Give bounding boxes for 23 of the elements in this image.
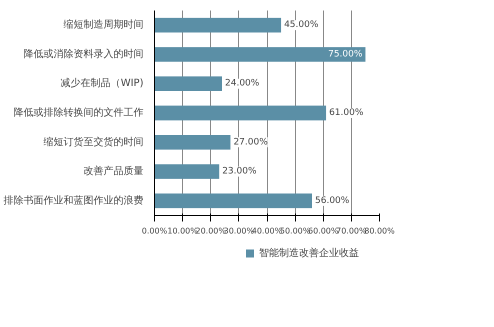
bar [154,164,220,179]
data-label: 61.00% [329,108,364,118]
bar [154,18,282,32]
bar [154,194,312,208]
bar [154,76,222,92]
y-tick-label: 降低或排除转换间的文件工作 [14,106,144,118]
data-label: 75.00% [328,49,363,60]
data-label: 24.00% [225,78,260,89]
data-label: 23.00% [222,166,257,177]
y-tick-label: 降低或消除资料录入的时间 [24,48,144,60]
bar [154,134,230,150]
legend-label: 智能制造改善企业收益 [259,246,359,260]
bar [154,106,326,120]
data-label: 56.00% [315,196,350,206]
y-tick-label: 减少在制品（WIP) [60,77,144,90]
data-label: 27.00% [233,137,268,148]
data-label: 45.00% [284,20,319,30]
y-tick-label: 缩短订货至交货的时间 [44,136,144,148]
bar [154,47,366,62]
x-tick-label: 0.00% [142,226,168,236]
y-tick-label: 缩短制造周期时间 [64,18,144,31]
y-tick-label: 改善产品质量 [84,165,144,178]
y-tick-label: 排除书面作业和蓝图作业的浪费 [4,194,144,206]
